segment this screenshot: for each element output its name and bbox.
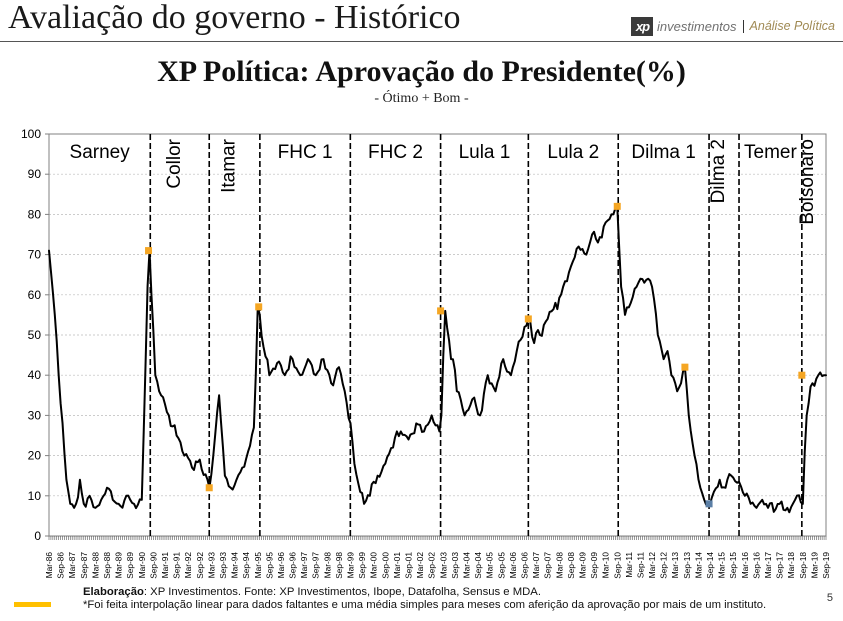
svg-text:Sep-10: Sep-10	[612, 552, 622, 579]
svg-text:20: 20	[28, 449, 42, 463]
svg-text:Sep-89: Sep-89	[125, 552, 135, 579]
svg-text:Mar-19: Mar-19	[809, 552, 819, 579]
svg-text:80: 80	[28, 207, 42, 221]
svg-text:Sep-97: Sep-97	[311, 552, 321, 579]
svg-text:Mar-18: Mar-18	[786, 552, 796, 579]
svg-text:Sep-19: Sep-19	[821, 552, 831, 579]
svg-text:Sep-12: Sep-12	[659, 552, 669, 579]
svg-text:Lula 2: Lula 2	[547, 142, 599, 163]
svg-text:90: 90	[28, 167, 42, 181]
svg-text:Mar-17: Mar-17	[763, 552, 773, 579]
svg-text:Sep-04: Sep-04	[473, 552, 483, 579]
svg-text:Sep-00: Sep-00	[380, 552, 390, 579]
svg-text:Mar-12: Mar-12	[647, 552, 657, 579]
svg-text:Mar-91: Mar-91	[160, 552, 170, 579]
svg-text:50: 50	[28, 328, 42, 342]
svg-text:Sep-94: Sep-94	[241, 552, 251, 579]
svg-text:Mar-05: Mar-05	[485, 552, 495, 579]
svg-text:Mar-88: Mar-88	[90, 552, 100, 579]
svg-text:Sep-07: Sep-07	[543, 552, 553, 579]
svg-text:60: 60	[28, 288, 42, 302]
svg-text:Mar-01: Mar-01	[392, 552, 402, 579]
svg-text:Sep-91: Sep-91	[172, 552, 182, 579]
svg-text:Sep-11: Sep-11	[635, 552, 645, 579]
svg-text:Sep-01: Sep-01	[404, 552, 414, 579]
svg-text:30: 30	[28, 408, 42, 422]
svg-text:Mar-08: Mar-08	[554, 552, 564, 579]
svg-text:FHC 1: FHC 1	[278, 142, 333, 163]
svg-text:Bolsonaro: Bolsonaro	[797, 139, 818, 225]
svg-text:Mar-92: Mar-92	[183, 552, 193, 579]
svg-text:Mar-02: Mar-02	[415, 552, 425, 579]
svg-text:Mar-97: Mar-97	[299, 552, 309, 579]
svg-text:Mar-93: Mar-93	[206, 552, 216, 579]
svg-text:Mar-06: Mar-06	[508, 552, 518, 579]
svg-text:Sep-86: Sep-86	[56, 552, 66, 579]
svg-text:Itamar: Itamar	[219, 138, 240, 193]
svg-text:Sep-14: Sep-14	[705, 552, 715, 579]
svg-text:0: 0	[34, 529, 41, 543]
svg-text:Lula 1: Lula 1	[459, 142, 511, 163]
svg-text:Sep-08: Sep-08	[566, 552, 576, 579]
svg-text:40: 40	[28, 368, 42, 382]
svg-text:Sep-90: Sep-90	[148, 552, 158, 579]
svg-text:Sep-18: Sep-18	[798, 552, 808, 579]
svg-text:10: 10	[28, 489, 42, 503]
svg-text:Mar-89: Mar-89	[114, 552, 124, 579]
svg-text:Collor: Collor	[164, 138, 185, 188]
svg-text:Mar-14: Mar-14	[693, 552, 703, 579]
svg-text:Mar-95: Mar-95	[253, 552, 263, 579]
svg-text:Mar-11: Mar-11	[624, 552, 634, 578]
svg-text:Mar-87: Mar-87	[67, 552, 77, 579]
svg-text:100: 100	[21, 127, 41, 141]
svg-text:Mar-03: Mar-03	[438, 552, 448, 579]
svg-text:Sep-16: Sep-16	[751, 552, 761, 579]
svg-text:Sep-98: Sep-98	[334, 552, 344, 579]
svg-text:Sep-96: Sep-96	[288, 552, 298, 579]
svg-text:Temer: Temer	[744, 142, 797, 163]
svg-text:Sep-03: Sep-03	[450, 552, 460, 579]
svg-text:Sep-17: Sep-17	[775, 552, 785, 579]
svg-text:Mar-99: Mar-99	[346, 552, 356, 579]
svg-text:70: 70	[28, 248, 42, 262]
svg-text:Mar-13: Mar-13	[670, 552, 680, 579]
svg-text:Sep-05: Sep-05	[496, 552, 506, 579]
svg-text:Sep-99: Sep-99	[357, 552, 367, 579]
svg-text:Mar-96: Mar-96	[276, 552, 286, 579]
svg-text:Mar-15: Mar-15	[717, 552, 727, 579]
svg-text:Mar-16: Mar-16	[740, 552, 750, 579]
svg-text:Sep-95: Sep-95	[264, 552, 274, 579]
svg-text:Mar-04: Mar-04	[461, 552, 471, 579]
svg-text:Sep-02: Sep-02	[427, 552, 437, 579]
svg-text:Sep-06: Sep-06	[519, 552, 529, 579]
svg-text:Mar-09: Mar-09	[577, 552, 587, 579]
svg-text:Mar-94: Mar-94	[230, 552, 240, 579]
svg-text:Sep-15: Sep-15	[728, 552, 738, 579]
svg-text:Sep-09: Sep-09	[589, 552, 599, 579]
svg-text:Sep-93: Sep-93	[218, 552, 228, 579]
svg-text:Mar-98: Mar-98	[322, 552, 332, 579]
svg-text:FHC 2: FHC 2	[368, 142, 423, 163]
svg-text:Sep-13: Sep-13	[682, 552, 692, 579]
svg-text:Mar-86: Mar-86	[44, 552, 54, 579]
svg-text:Mar-10: Mar-10	[601, 552, 611, 579]
svg-text:Dilma 2: Dilma 2	[708, 139, 729, 203]
svg-text:Sep-87: Sep-87	[79, 552, 89, 579]
svg-text:Dilma 1: Dilma 1	[631, 142, 695, 163]
svg-text:Sep-92: Sep-92	[195, 552, 205, 579]
svg-text:Mar-90: Mar-90	[137, 552, 147, 579]
svg-text:Sep-88: Sep-88	[102, 552, 112, 579]
svg-text:Mar-00: Mar-00	[369, 552, 379, 579]
svg-text:Sarney: Sarney	[70, 142, 131, 163]
svg-text:Mar-07: Mar-07	[531, 552, 541, 579]
